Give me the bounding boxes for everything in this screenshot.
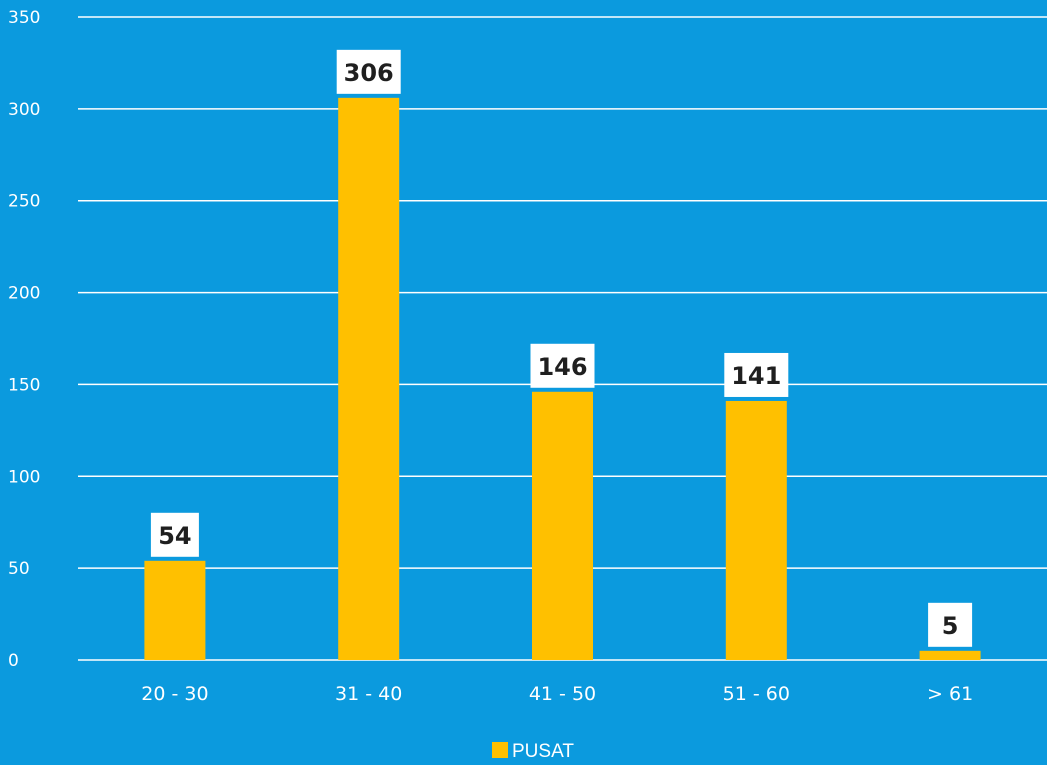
data-label: 5: [942, 612, 959, 640]
legend-label-pusat: PUSAT: [512, 741, 574, 762]
bar: [144, 560, 206, 660]
bar: [725, 400, 787, 660]
x-axis: 20 - 30 31 - 40 41 - 50 51 - 60 > 61: [141, 683, 973, 705]
x-tick-label: 20 - 30: [141, 683, 208, 705]
y-tick-label: 350: [8, 8, 40, 28]
data-label-box: [150, 512, 199, 557]
x-tick-label: 51 - 60: [723, 683, 790, 705]
data-label: 54: [158, 522, 191, 550]
data-label-box: [724, 352, 789, 397]
data-label-box: [928, 602, 973, 647]
y-tick-label: 200: [8, 284, 40, 304]
legend-swatch-pusat: [492, 742, 508, 758]
y-tick-label: 50: [8, 559, 30, 579]
y-tick-label: 300: [8, 100, 40, 120]
data-label: 141: [731, 362, 781, 390]
y-tick-label: 250: [8, 192, 40, 212]
data-label: 306: [344, 59, 394, 87]
x-tick-label: 41 - 50: [529, 683, 596, 705]
x-tick-label: > 61: [927, 683, 973, 705]
y-tick-label: 150: [8, 375, 40, 395]
legend: PUSAT: [492, 741, 574, 762]
bar: [532, 391, 593, 660]
data-label-layer: 54 306 146 141 5: [150, 49, 973, 647]
data-label-box: [530, 343, 595, 388]
y-tick-label: 0: [8, 651, 19, 671]
data-label-box: [336, 49, 401, 94]
bar: [338, 97, 400, 660]
bar-layer: [144, 97, 981, 660]
data-label: 146: [537, 353, 587, 381]
bar: [919, 650, 981, 660]
x-tick-label: 31 - 40: [335, 683, 402, 705]
y-axis: 0 50 100 150 200 250 300 350: [8, 8, 40, 671]
y-tick-label: 100: [8, 467, 40, 487]
